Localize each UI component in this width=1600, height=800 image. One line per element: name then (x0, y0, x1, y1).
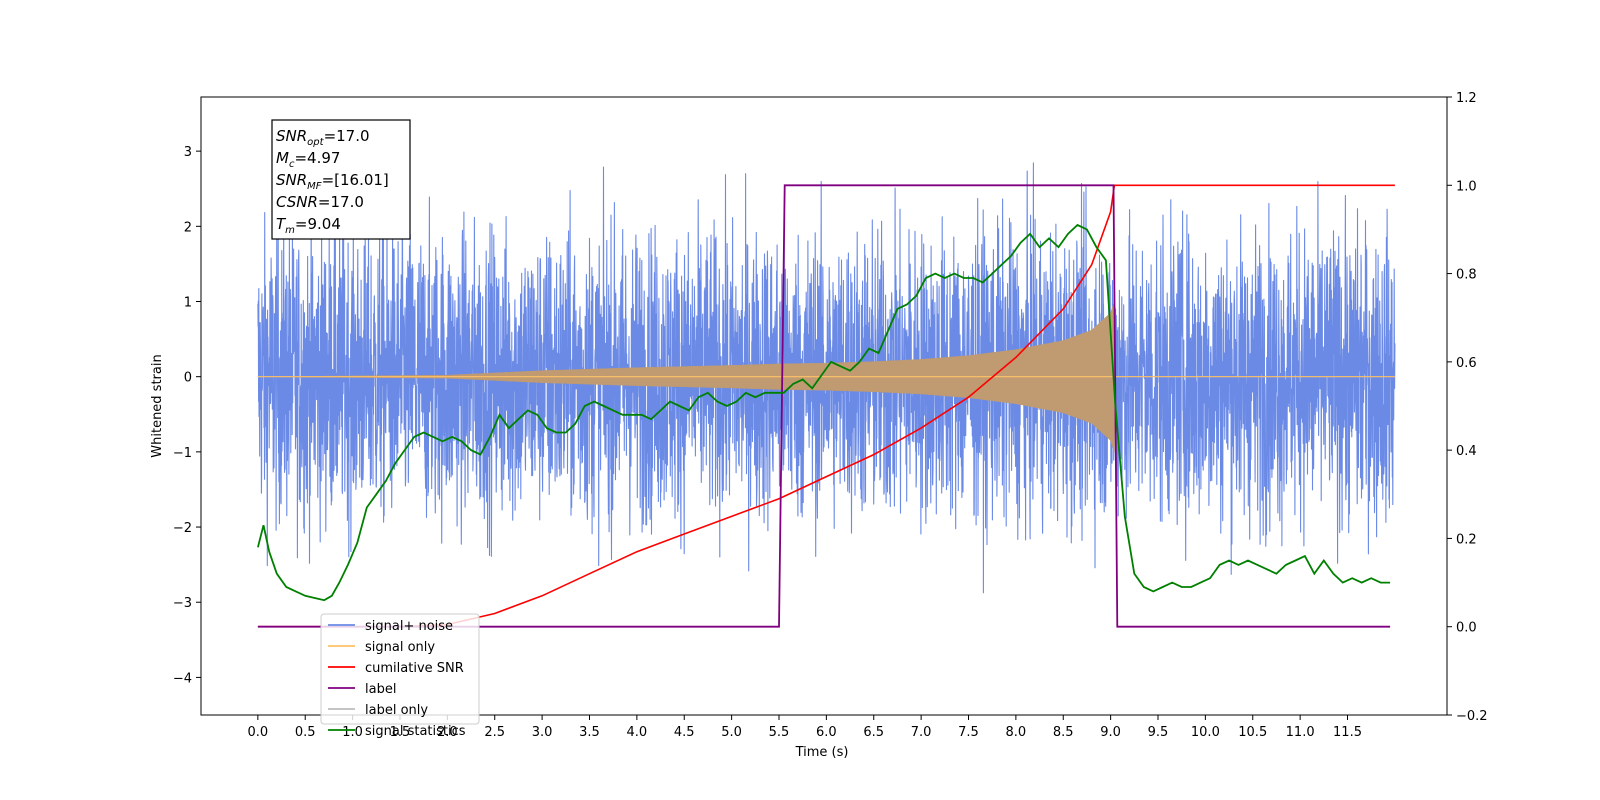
x-axis-ticks: 0.0 0.5 1.0 1.5 2.0 2.5 3.0 3.5 4.0 4.5 5.0 5.5 6.0 6… (248, 715, 1362, 740)
y2-tick-label: 0.6 (1456, 356, 1477, 371)
x-tick-label: 11.5 (1333, 725, 1362, 740)
y-tick-label: 3 (184, 145, 192, 160)
y-tick-label: 1 (184, 295, 192, 310)
x-tick-label: 2.0 (437, 725, 458, 740)
y2-tick-label: 0.8 (1456, 268, 1477, 283)
x-tick-label: 11.0 (1286, 725, 1315, 740)
legend-label: signal+ noise (365, 619, 453, 634)
y-tick-label: −1 (173, 446, 192, 461)
stats-annotation-box: SNRopt=17.0Mc=4.97SNRMF=[16.01]CSNR=17.0… (271, 119, 411, 240)
x-tick-label: 0.5 (295, 725, 316, 740)
x-tick-label: 4.5 (674, 725, 695, 740)
x-tick-label: 8.0 (1006, 725, 1027, 740)
series-signal-noise (257, 162, 1396, 594)
x-tick-label: 9.0 (1100, 725, 1121, 740)
x-tick-label: 4.0 (627, 725, 648, 740)
y-axis-label: Whitened strain (150, 354, 165, 457)
x-tick-label: 7.0 (911, 725, 932, 740)
x-tick-label: 10.0 (1191, 725, 1220, 740)
y2-tick-label: 1.0 (1456, 179, 1477, 194)
annotation-line: Tm=9.04 (276, 215, 341, 236)
x-tick-label: 7.5 (958, 725, 979, 740)
x-tick-label: 9.5 (1148, 725, 1169, 740)
y-tick-label: 2 (184, 220, 192, 235)
x-tick-label: 3.5 (579, 725, 600, 740)
y-axis-ticks: −4 −3 −2 −1 0 1 2 3 (173, 145, 201, 686)
x-tick-label: 8.5 (1053, 725, 1074, 740)
legend-label: signal only (365, 640, 435, 655)
y2-tick-label: 1.2 (1456, 91, 1477, 106)
y-tick-label: 0 (184, 371, 192, 386)
legend: signal+ noise signal only cumilative SNR la… (320, 613, 480, 739)
x-tick-label: 10.5 (1238, 725, 1267, 740)
y2-tick-label: −0.2 (1456, 709, 1488, 724)
y2-axis-ticks: −0.2 0.0 0.2 0.4 0.6 0.8 1.0 1.2 (1447, 91, 1488, 724)
legend-label: cumilative SNR (365, 661, 464, 676)
series-label (257, 184, 1391, 628)
legend-label: label (365, 682, 396, 697)
y-tick-label: −2 (173, 521, 192, 536)
y2-tick-label: 0.2 (1456, 532, 1477, 547)
y-tick-label: −3 (173, 596, 192, 611)
series-signal-statistics (257, 223, 1391, 602)
x-tick-label: 3.0 (532, 725, 553, 740)
axes-frame (200, 96, 1448, 716)
plot-area (257, 162, 1396, 628)
x-tick-label: 6.5 (863, 725, 884, 740)
annotation-line: CSNR=17.0 (276, 193, 364, 211)
y2-tick-label: 0.4 (1456, 444, 1477, 459)
legend-label: signal statistics (365, 724, 466, 739)
x-tick-label: 1.0 (342, 725, 363, 740)
x-tick-label: 1.5 (390, 725, 411, 740)
x-tick-label: 6.0 (816, 725, 837, 740)
annotation-line: SNRopt=17.0 (276, 127, 370, 148)
series-cumulative-snr (257, 184, 1395, 628)
y2-tick-label: 0.0 (1456, 621, 1477, 636)
y-tick-label: −4 (173, 671, 192, 686)
annotation-line: Mc=4.97 (276, 149, 340, 170)
x-axis-label: Time (s) (795, 745, 849, 760)
annotation-line: SNRMF=[16.01] (276, 171, 389, 192)
legend-label: label only (365, 703, 428, 718)
x-tick-label: 0.0 (248, 725, 269, 740)
x-tick-label: 5.5 (769, 725, 790, 740)
x-tick-label: 2.5 (484, 725, 505, 740)
x-tick-label: 5.0 (721, 725, 742, 740)
